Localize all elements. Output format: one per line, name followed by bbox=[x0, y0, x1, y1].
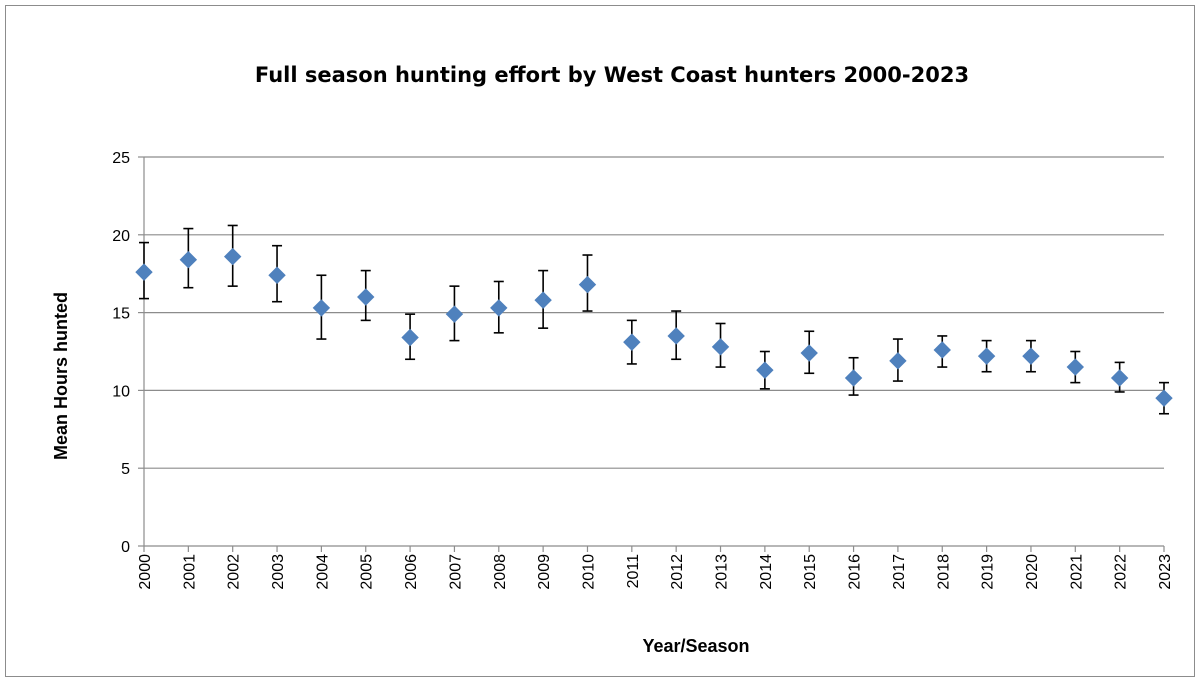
x-tick-label: 2001 bbox=[181, 554, 198, 590]
x-tick-label: 2011 bbox=[625, 554, 642, 589]
x-tick-label: 2019 bbox=[980, 554, 997, 590]
axes bbox=[138, 156, 1165, 552]
x-tick-label: 2009 bbox=[536, 554, 553, 590]
data-point bbox=[844, 369, 863, 387]
x-tick-label: 2007 bbox=[447, 554, 464, 590]
scatter-chart: Full season hunting effort by West Coast… bbox=[51, 63, 1174, 656]
data-point bbox=[1155, 389, 1173, 407]
data-point bbox=[578, 275, 597, 294]
x-tick-label: 2017 bbox=[891, 554, 908, 590]
data-point bbox=[977, 347, 996, 365]
x-tick-label: 2015 bbox=[802, 554, 819, 590]
x-tick-label: 2022 bbox=[1113, 554, 1130, 590]
data-point bbox=[401, 328, 419, 347]
error-bars bbox=[139, 224, 1169, 415]
x-tick-label: 2000 bbox=[137, 554, 154, 590]
data-point bbox=[179, 250, 198, 269]
data-point bbox=[667, 327, 685, 345]
data-point bbox=[534, 291, 552, 309]
data-point bbox=[933, 341, 951, 359]
x-tick-label: 2002 bbox=[226, 554, 243, 590]
data-point bbox=[1066, 358, 1085, 376]
y-tick-label: 0 bbox=[121, 539, 130, 556]
data-point bbox=[623, 333, 641, 351]
x-tick-label: 2005 bbox=[359, 554, 376, 590]
data-point bbox=[223, 247, 242, 266]
x-tick-label: 2021 bbox=[1068, 554, 1085, 590]
x-tick-label: 2016 bbox=[847, 554, 864, 590]
data-point bbox=[490, 299, 508, 317]
x-tick-label: 2006 bbox=[403, 554, 420, 590]
x-tick-label: 2014 bbox=[758, 554, 775, 590]
x-tick-label: 2008 bbox=[492, 554, 509, 590]
x-tick-label: 2010 bbox=[580, 554, 597, 590]
y-tick-label: 5 bbox=[121, 461, 130, 478]
chart-frame: Full season hunting effort by West Coast… bbox=[5, 5, 1195, 677]
x-tick-label: 2018 bbox=[935, 554, 952, 590]
x-tick-label: 2013 bbox=[714, 554, 731, 590]
data-point bbox=[889, 352, 907, 370]
data-point bbox=[1022, 347, 1040, 365]
data-point bbox=[1110, 369, 1129, 387]
data-point bbox=[135, 263, 153, 281]
data-point bbox=[756, 361, 774, 379]
x-tick-label: 2003 bbox=[270, 554, 287, 590]
x-axis-title: Year/Season bbox=[642, 636, 749, 656]
data-point bbox=[357, 288, 375, 306]
y-tick-labels: 0 5 10 15 20 25 bbox=[112, 150, 130, 556]
x-tick-label: 2020 bbox=[1024, 554, 1041, 590]
data-point bbox=[711, 338, 730, 356]
gridlines bbox=[144, 156, 1164, 469]
x-tick-label: 2023 bbox=[1157, 554, 1174, 590]
x-tick-label: 2012 bbox=[669, 554, 686, 590]
y-tick-label: 10 bbox=[112, 383, 130, 400]
chart-title: Full season hunting effort by West Coast… bbox=[255, 63, 969, 87]
data-point bbox=[445, 305, 464, 323]
y-axis-title: Mean Hours hunted bbox=[51, 292, 71, 460]
y-tick-label: 15 bbox=[112, 306, 130, 323]
y-tick-label: 25 bbox=[112, 150, 130, 167]
data-point bbox=[312, 299, 331, 317]
y-tick-label: 20 bbox=[112, 228, 130, 245]
data-points bbox=[135, 247, 1173, 407]
x-tick-labels: 2000 2001 2002 2003 2004 2005 2006 2007 2008 2009… bbox=[137, 554, 1174, 590]
x-tick-label: 2004 bbox=[314, 554, 331, 590]
data-point bbox=[268, 266, 286, 284]
data-point bbox=[800, 344, 818, 362]
